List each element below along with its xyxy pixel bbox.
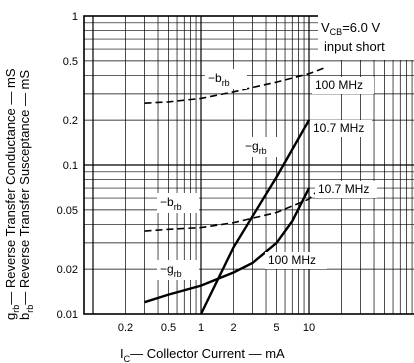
- x-axis-label: IC— Collector Current — mA: [120, 346, 285, 363]
- curve-quantity-label: −grb: [242, 137, 284, 157]
- curve-label-background: [312, 77, 374, 94]
- plot-frame: [83, 15, 414, 315]
- grid: [84, 16, 414, 314]
- x-tick-label: 2: [230, 322, 236, 334]
- curve-label-background: [310, 120, 372, 137]
- curve-frequency-label: 10.7 MHz: [310, 120, 372, 137]
- y-tick-label: 0.01: [57, 309, 78, 321]
- x-tick-label: 0.5: [161, 322, 176, 334]
- curve-label-background: [157, 193, 199, 213]
- curve-labels: −brb 100 MHz −grb 10.7 MHz −brb 10.7 MHz −grb 1…: [157, 69, 377, 280]
- condition-line-1: VCB=6.0 V: [321, 20, 380, 37]
- y-tick-label: 0.05: [57, 205, 78, 217]
- y-tick-label: 0.5: [63, 56, 78, 68]
- series-line: [199, 119, 311, 315]
- curve-label-background: [265, 252, 327, 269]
- condition-line-2: input short: [324, 39, 385, 54]
- tick-labels: 0.2 0.5 1 2 5 10 0.01 0.02 0.05 0.1 0.2 0.5 1: [57, 11, 316, 334]
- y-tick-label: 0.02: [57, 264, 78, 276]
- curve-quantity-label: −brb: [205, 69, 247, 89]
- curve-quantity-text: −grb: [245, 139, 267, 156]
- curve-frequency-label: 10.7 MHz: [315, 181, 377, 198]
- curve-frequency-text: 100 MHz: [268, 253, 316, 267]
- curve-frequency-text: 100 MHz: [315, 78, 363, 92]
- curve-frequency-label: 100 MHz: [265, 252, 327, 269]
- curve-label-background: [242, 137, 284, 157]
- curve-quantity-label: −brb: [157, 193, 199, 213]
- curve-label-background: [157, 260, 199, 280]
- y-tick-label: 1: [72, 11, 78, 23]
- y-axis-label-conductance: grb— Reverse Transfer Conductance — mS: [3, 68, 21, 320]
- x-tick-label: 5: [273, 322, 279, 334]
- curve-quantity-text: −brb: [208, 71, 230, 88]
- curve-label-background: [205, 69, 247, 89]
- curve-label-background: [315, 181, 377, 198]
- curve-frequency-label: 100 MHz: [312, 77, 374, 94]
- series-line: [144, 66, 326, 104]
- curve-frequency-text: 10.7 MHz: [318, 182, 369, 196]
- curve-quantity-label: −grb: [157, 260, 199, 280]
- curve-quantity-text: −grb: [160, 262, 182, 279]
- x-tick-label: 0.2: [118, 322, 133, 334]
- y-tick-label: 0.1: [63, 160, 78, 172]
- condition-note: VCB=6.0 V input short: [318, 12, 414, 60]
- series-line: [144, 187, 311, 304]
- y-axis-label-susceptance: brb— Reverse Transfer Susceptance — mS: [17, 70, 35, 320]
- series-layer: [144, 66, 326, 315]
- x-tick-label: 10: [303, 322, 315, 334]
- y-tick-label: 0.2: [63, 115, 78, 127]
- series-line: [144, 183, 326, 232]
- curve-quantity-text: −brb: [160, 195, 182, 212]
- curve-frequency-text: 10.7 MHz: [313, 121, 364, 135]
- x-tick-label: 1: [198, 322, 204, 334]
